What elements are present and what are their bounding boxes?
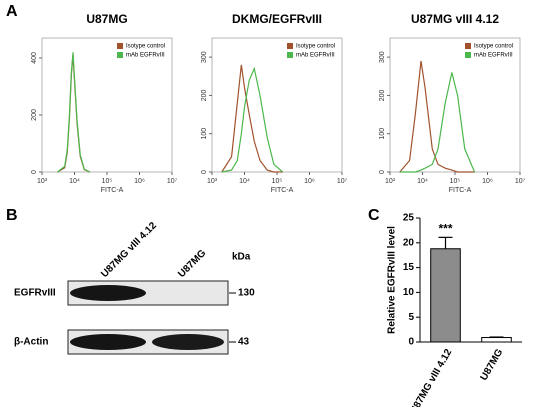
marker-label: 130	[238, 288, 255, 299]
x-tick-label: U87MG vIII 4.12	[408, 347, 454, 407]
y-tick-label: 10	[403, 287, 415, 298]
legend-swatch	[465, 52, 471, 58]
legend-label: Isotype control	[474, 44, 513, 50]
y-tick-label: 15	[403, 262, 415, 273]
x-tick-label: 10³	[37, 178, 48, 185]
x-axis-label: FITC-A	[449, 187, 472, 194]
lane-label: U87MG vIII 4.12	[99, 220, 159, 280]
x-tick-label: 10⁴	[239, 178, 250, 185]
legend-label: mAb EGFRvIII	[126, 53, 165, 59]
legend-swatch	[117, 43, 123, 49]
row-label: β-Actin	[14, 337, 48, 348]
x-tick-label: 10⁶	[304, 178, 315, 185]
y-tick-label: 0	[379, 170, 386, 174]
y-tick-label: 0	[201, 170, 208, 174]
histogram-line	[399, 60, 475, 173]
y-tick-label: 200	[201, 89, 208, 101]
blot-band	[70, 285, 146, 301]
y-tick-label: 400	[31, 52, 38, 64]
legend-swatch	[287, 52, 293, 58]
legend-label: mAb EGFRvIII	[296, 53, 335, 59]
y-tick-label: 300	[201, 51, 208, 63]
x-tick-label: 10⁴	[417, 178, 428, 185]
histogram-line	[221, 66, 284, 173]
row-label: EGFRvIII	[14, 288, 56, 299]
y-tick-label: 200	[379, 89, 386, 101]
panel-letter: B	[6, 207, 18, 224]
annotation: ***	[438, 222, 452, 236]
y-tick-label: 100	[379, 128, 386, 140]
x-tick-label: 10⁵	[102, 178, 113, 185]
y-tick-label: 5	[408, 312, 414, 323]
panel-letter: C	[368, 207, 380, 224]
marker-label: 43	[238, 337, 250, 348]
legend-swatch	[287, 43, 293, 49]
x-tick-label: 10⁵	[450, 178, 461, 185]
y-tick-label: 200	[31, 109, 38, 121]
x-tick-label: 10⁶	[482, 178, 493, 185]
y-tick-label: 100	[201, 128, 208, 140]
histogram-line	[221, 64, 283, 173]
blot-band	[152, 334, 224, 350]
x-tick-label: 10³	[385, 178, 396, 185]
x-axis-label: FITC-A	[271, 187, 294, 194]
x-axis-label: FITC-A	[101, 187, 124, 194]
bar	[481, 337, 512, 343]
chart-title: U87MG	[86, 12, 127, 26]
x-tick-label: U87MG	[479, 347, 506, 383]
x-tick-label: 10⁷	[337, 178, 348, 185]
x-tick-label: 10⁷	[167, 178, 178, 185]
chart-title: DKMG/EGFRvIII	[232, 12, 322, 26]
x-tick-label: 10⁵	[272, 178, 283, 185]
legend-label: Isotype control	[296, 44, 335, 50]
bar	[430, 248, 461, 343]
histogram-line	[57, 52, 91, 173]
x-tick-label: 10⁴	[69, 178, 80, 185]
y-tick-label: 0	[408, 337, 414, 348]
y-axis-label: Relative EGFRvIII level	[387, 226, 398, 334]
x-tick-label: 10⁶	[134, 178, 145, 185]
x-tick-label: 10⁷	[515, 178, 526, 185]
legend-swatch	[117, 52, 123, 58]
y-tick-label: 300	[379, 51, 386, 63]
y-tick-label: 20	[403, 237, 415, 248]
blot-band	[70, 334, 146, 350]
legend-label: mAb EGFRvIII	[474, 53, 513, 59]
histogram-line	[399, 72, 476, 173]
unit-label: kDa	[232, 252, 251, 263]
legend-label: Isotype control	[126, 44, 165, 50]
chart-title: U87MG vIII 4.12	[411, 12, 499, 26]
legend-swatch	[465, 43, 471, 49]
x-tick-label: 10³	[207, 178, 218, 185]
y-tick-label: 25	[403, 213, 415, 224]
lane-label: U87MG	[176, 248, 208, 280]
panel-letter: A	[6, 3, 18, 20]
y-tick-label: 0	[31, 170, 38, 174]
